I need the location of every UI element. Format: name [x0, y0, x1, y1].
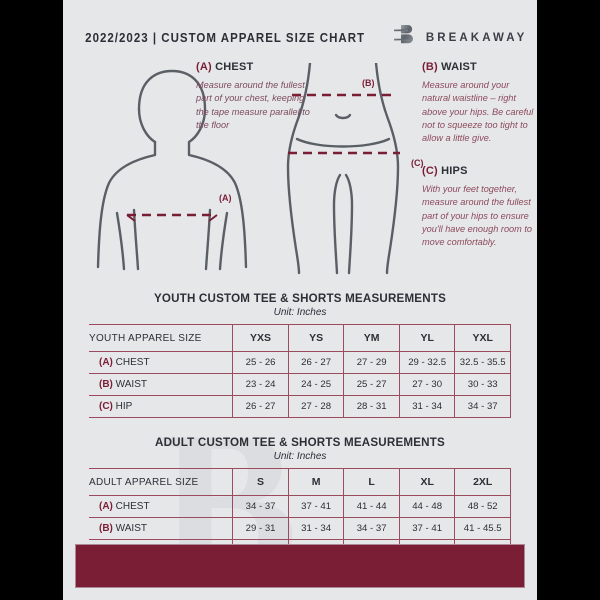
- callout-chest-title: CHEST: [215, 61, 254, 73]
- measurement-diagram: (A) (B) (C) (A) CHEST: [71, 61, 533, 276]
- adult-chest-xl: 44 - 48: [399, 495, 456, 518]
- youth-hip-yl: 31 - 34: [399, 395, 456, 418]
- adult-chest-l: 41 - 44: [343, 495, 400, 518]
- adult-row-waist-tag: (B): [99, 523, 113, 534]
- callout-hips-tag: (C): [422, 165, 438, 177]
- youth-col-yxl: YXL: [454, 324, 511, 352]
- adult-table-title: ADULT CUSTOM TEE & SHORTS MEASUREMENTS: [155, 436, 445, 449]
- adult-size-header: ADULT APPAREL SIZE: [89, 468, 234, 496]
- youth-waist-ym: 25 - 27: [343, 373, 400, 396]
- youth-table-block: YOUTH CUSTOM TEE & SHORTS MEASUREMENTS U…: [89, 292, 511, 418]
- adult-col-m: M: [288, 468, 345, 496]
- waist-line-label: (B): [362, 78, 375, 88]
- hips-line-label: (C): [411, 158, 424, 168]
- adult-col-2xl: 2XL: [454, 468, 511, 496]
- youth-row-hip-label: (C) HIP: [89, 395, 234, 418]
- youth-size-header: YOUTH APPAREL SIZE: [89, 324, 234, 352]
- chest-line-label: (A): [219, 193, 232, 203]
- youth-row-hip-tag: (C): [99, 401, 113, 412]
- footer-banner: [75, 544, 525, 588]
- adult-waist-m: 31 - 34: [288, 517, 345, 540]
- adult-row-chest-tag: (A): [99, 501, 113, 512]
- youth-row-chest-label: (A) CHEST: [89, 351, 234, 374]
- adult-chest-2xl: 48 - 52: [454, 495, 511, 518]
- adult-waist-s: 29 - 31: [232, 517, 289, 540]
- brand-name: BREAKAWAY: [425, 31, 528, 44]
- youth-waist-yxs: 23 - 24: [232, 373, 289, 396]
- adult-waist-2xl: 41 - 45.5: [454, 517, 511, 540]
- youth-col-ym: YM: [343, 324, 400, 352]
- youth-waist-yxl: 30 - 33: [454, 373, 511, 396]
- callout-chest: (A) CHEST Measure around the fullest par…: [196, 61, 316, 132]
- table-header-row: ADULT APPAREL SIZE S M L XL 2XL: [89, 468, 511, 496]
- youth-row-waist-tag: (B): [99, 379, 113, 390]
- adult-waist-xl: 37 - 41: [399, 517, 456, 540]
- breakaway-b-logo-icon: [391, 22, 417, 53]
- youth-hip-ym: 28 - 31: [343, 395, 400, 418]
- youth-hip-yxs: 26 - 27: [232, 395, 289, 418]
- table-row: (A) CHEST 34 - 37 37 - 41 41 - 44 44 - 4…: [89, 495, 511, 518]
- callout-chest-tag: (A): [196, 61, 212, 73]
- table-row: (A) CHEST 25 - 26 26 - 27 27 - 29 29 - 3…: [89, 351, 511, 374]
- callout-waist: (B) WAIST Measure around your natural wa…: [422, 61, 534, 146]
- youth-waist-yl: 27 - 30: [399, 373, 456, 396]
- youth-chest-yxl: 32.5 - 35.5: [454, 351, 511, 374]
- table-row: (B) WAIST 23 - 24 24 - 25 25 - 27 27 - 3…: [89, 373, 511, 396]
- youth-row-waist-label: (B) WAIST: [89, 373, 234, 396]
- youth-col-ys: YS: [288, 324, 345, 352]
- page-title: 2022/2023 | CUSTOM APPAREL SIZE CHART: [84, 30, 365, 45]
- adult-row-chest-label: (A) CHEST: [89, 495, 234, 518]
- callout-waist-tag: (B): [422, 61, 438, 73]
- youth-table-unit: Unit: Inches: [273, 307, 327, 318]
- size-chart-page: B 2022/2023 | CUSTOM APPAREL SIZE CHART: [63, 0, 537, 600]
- callout-hips: (C) HIPS With your feet together, measur…: [422, 165, 537, 250]
- youth-table-title: YOUTH CUSTOM TEE & SHORTS MEASUREMENTS: [153, 292, 447, 305]
- youth-waist-ys: 24 - 25: [288, 373, 345, 396]
- adult-chest-m: 37 - 41: [288, 495, 345, 518]
- youth-row-waist-name: WAIST: [115, 379, 147, 390]
- youth-hip-yxl: 34 - 37: [454, 395, 511, 418]
- callout-waist-body: Measure around your natural waistline – …: [422, 80, 534, 144]
- adult-table-unit: Unit: Inches: [273, 451, 327, 462]
- torso-figure-icon: [96, 69, 248, 271]
- youth-row-chest-tag: (A): [99, 357, 113, 368]
- youth-chest-ym: 27 - 29: [343, 351, 400, 374]
- lower-body-figure-icon: [286, 63, 400, 275]
- adult-col-s: S: [232, 468, 289, 496]
- adult-col-xl: XL: [399, 468, 456, 496]
- table-header-row: YOUTH APPAREL SIZE YXS YS YM YL YXL: [89, 324, 511, 352]
- callout-waist-title: WAIST: [441, 61, 477, 73]
- page-header: 2022/2023 | CUSTOM APPAREL SIZE CHART: [63, 0, 537, 61]
- table-row: (C) HIP 26 - 27 27 - 28 28 - 31 31 - 34 …: [89, 395, 511, 418]
- adult-chest-s: 34 - 37: [232, 495, 289, 518]
- table-row: (B) WAIST 29 - 31 31 - 34 34 - 37 37 - 4…: [89, 517, 511, 540]
- callout-hips-title: HIPS: [441, 165, 468, 177]
- youth-col-yxs: YXS: [232, 324, 289, 352]
- youth-chest-yl: 29 - 32.5: [399, 351, 456, 374]
- youth-chest-ys: 26 - 27: [288, 351, 345, 374]
- youth-col-yl: YL: [399, 324, 456, 352]
- adult-row-chest-name: CHEST: [115, 501, 150, 512]
- youth-size-table: YOUTH APPAREL SIZE YXS YS YM YL YXL (A) …: [89, 324, 511, 418]
- adult-row-waist-label: (B) WAIST: [89, 517, 234, 540]
- youth-hip-ys: 27 - 28: [288, 395, 345, 418]
- youth-row-hip-name: HIP: [115, 401, 133, 412]
- callout-chest-body: Measure around the fullest part of your …: [196, 80, 310, 131]
- callout-hips-body: With your feet together, measure around …: [422, 184, 533, 248]
- youth-chest-yxs: 25 - 26: [232, 351, 289, 374]
- youth-row-chest-name: CHEST: [115, 357, 150, 368]
- adult-waist-l: 34 - 37: [343, 517, 400, 540]
- adult-row-waist-name: WAIST: [115, 523, 147, 534]
- brand-logo: BREAKAWAY: [391, 22, 528, 53]
- adult-col-l: L: [343, 468, 400, 496]
